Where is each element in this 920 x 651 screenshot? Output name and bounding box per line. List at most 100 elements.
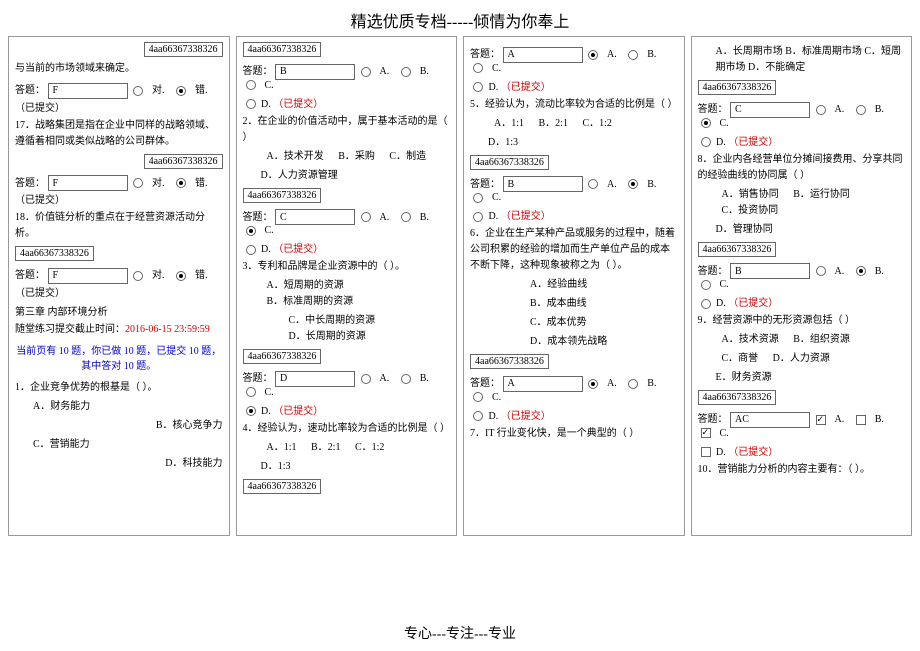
answer-input[interactable] xyxy=(48,175,128,191)
answer-input[interactable] xyxy=(275,64,355,80)
submitted-tag: （已提交） xyxy=(501,411,551,422)
q8: 8．企业内各经营单位分摊间接费用、分享共同的经验曲线的协同属（ ） xyxy=(698,152,906,184)
radio-true[interactable] xyxy=(133,86,143,96)
radio-a[interactable] xyxy=(588,50,598,60)
lbl-b: B. xyxy=(647,179,656,190)
radio-d[interactable] xyxy=(246,245,256,255)
radio-a[interactable] xyxy=(816,266,826,276)
radio-b[interactable] xyxy=(628,179,638,189)
answer-input[interactable] xyxy=(48,83,128,99)
radio-a[interactable] xyxy=(361,212,371,222)
radio-b[interactable] xyxy=(856,266,866,276)
radio-false[interactable] xyxy=(176,271,186,281)
answer-input[interactable] xyxy=(730,412,810,428)
radio-false[interactable] xyxy=(176,178,186,188)
checkbox-a[interactable] xyxy=(816,415,826,425)
radio-d[interactable] xyxy=(473,82,483,92)
radio-c[interactable] xyxy=(473,63,483,73)
radio-true[interactable] xyxy=(133,178,143,188)
answer-input[interactable] xyxy=(275,371,355,387)
q5a: A．1:1 xyxy=(494,116,524,132)
lbl-a: A. xyxy=(380,373,390,384)
hash-box: 4aa66367338326 xyxy=(698,242,777,257)
q5d: D．1:3 xyxy=(470,135,678,151)
q3c: C．中长周期的资源 xyxy=(289,313,376,329)
hash-box: 4aa66367338326 xyxy=(243,479,322,494)
submitted-tag: （已提交） xyxy=(501,82,551,93)
radio-c[interactable] xyxy=(246,226,256,236)
answer-input[interactable] xyxy=(275,209,355,225)
q5: 5．经验认为，流动比率较为合适的比例是（ ） xyxy=(470,97,678,113)
radio-a[interactable] xyxy=(816,105,826,115)
answer-label: 答题： xyxy=(698,414,728,425)
answer-input[interactable] xyxy=(503,176,583,192)
radio-a[interactable] xyxy=(361,374,371,384)
lbl-d: D. xyxy=(716,298,726,309)
q1-opt-c: C．营销能力 xyxy=(15,437,223,453)
q2a: A．技术开发 xyxy=(267,149,324,165)
radio-c[interactable] xyxy=(246,80,256,90)
radio-c[interactable] xyxy=(246,387,256,397)
q5b: B．2:1 xyxy=(539,116,568,132)
answer-label: 答题： xyxy=(243,373,273,384)
radio-c[interactable] xyxy=(473,193,483,203)
radio-c[interactable] xyxy=(701,118,711,128)
q3a: A．短周期的资源 xyxy=(267,278,344,294)
progress-info: 当前页有 10 题，你已做 10 题，已提交 10 题，其中答对 10 题。 xyxy=(15,344,223,374)
answer-label: 答题： xyxy=(243,212,273,223)
radio-false[interactable] xyxy=(176,86,186,96)
radio-d[interactable] xyxy=(701,137,711,147)
q9c: C．商誉 xyxy=(722,351,759,367)
radio-a[interactable] xyxy=(361,67,371,77)
radio-d[interactable] xyxy=(473,212,483,222)
submitted-tag: （已提交） xyxy=(273,99,323,110)
radio-b[interactable] xyxy=(401,67,411,77)
radio-d[interactable] xyxy=(701,299,711,309)
answer-label: 答题： xyxy=(698,266,728,277)
answer-input[interactable] xyxy=(503,47,583,63)
lbl-d: D. xyxy=(489,82,499,93)
radio-b[interactable] xyxy=(401,212,411,222)
q5c: C．1:2 xyxy=(582,116,611,132)
hash-box: 4aa66367338326 xyxy=(243,42,322,57)
answer-input[interactable] xyxy=(48,268,128,284)
lbl-c: C. xyxy=(492,192,501,203)
radio-b[interactable] xyxy=(856,105,866,115)
submitted-tag: （已提交） xyxy=(273,406,323,417)
q2b: B．采购 xyxy=(338,149,375,165)
radio-c[interactable] xyxy=(701,280,711,290)
q18: 18．价值链分析的重点在于经营资源活动分析。 xyxy=(15,210,223,242)
label-true: 对. xyxy=(152,85,165,96)
radio-c[interactable] xyxy=(473,392,483,402)
checkbox-c[interactable] xyxy=(701,428,711,438)
answer-input[interactable] xyxy=(730,263,810,279)
answer-label: 答题： xyxy=(15,85,45,96)
lbl-c: C. xyxy=(265,387,274,398)
radio-a[interactable] xyxy=(588,179,598,189)
radio-d[interactable] xyxy=(246,406,256,416)
q2c: C．制造 xyxy=(389,149,426,165)
hash-box: 4aa66367338326 xyxy=(243,349,322,364)
answer-label: 答题： xyxy=(15,270,45,281)
radio-b[interactable] xyxy=(628,379,638,389)
radio-d[interactable] xyxy=(473,411,483,421)
checkbox-d[interactable] xyxy=(701,447,711,457)
radio-d[interactable] xyxy=(246,99,256,109)
q2: 2．在企业的价值活动中，属于基本活动的是（ ） xyxy=(243,114,451,146)
lbl-b: B. xyxy=(875,414,884,425)
radio-b[interactable] xyxy=(628,50,638,60)
lbl-c: C. xyxy=(720,279,729,290)
lbl-c: C. xyxy=(720,428,729,439)
q9a: A．技术资源 xyxy=(722,332,779,348)
radio-true[interactable] xyxy=(133,271,143,281)
lbl-d: D. xyxy=(261,99,271,110)
hash-box: 4aa66367338326 xyxy=(144,154,223,169)
radio-b[interactable] xyxy=(401,374,411,384)
answer-input[interactable] xyxy=(730,102,810,118)
radio-a[interactable] xyxy=(588,379,598,389)
answer-input[interactable] xyxy=(503,376,583,392)
lbl-d: D. xyxy=(261,244,271,255)
q17: 17．战略集团是指在企业中同样的战略领域、遵循着相同或类似战略的公司群体。 xyxy=(15,118,223,150)
deadline-row: 随堂练习提交截止时间：2016-06-15 23:59:59 xyxy=(15,322,223,338)
checkbox-b[interactable] xyxy=(856,415,866,425)
